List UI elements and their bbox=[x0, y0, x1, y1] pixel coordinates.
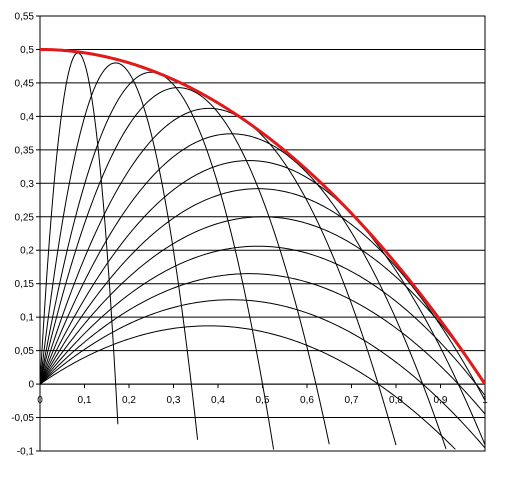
y-tick-label: 0,25 bbox=[15, 212, 35, 223]
y-tick-label: 0,5 bbox=[20, 45, 34, 56]
y-tick-label: 0,45 bbox=[15, 78, 35, 89]
y-tick-label: 0,3 bbox=[20, 179, 34, 190]
trajectory-line bbox=[39, 107, 397, 446]
y-tick-label: 0,55 bbox=[15, 12, 35, 23]
y-tick-label: 0,1 bbox=[20, 313, 34, 324]
plot-area bbox=[39, 15, 486, 452]
trajectory-line bbox=[39, 245, 486, 396]
trajectory-line bbox=[39, 216, 486, 385]
trajectory-line bbox=[39, 188, 486, 401]
y-tick-label: 0 bbox=[28, 380, 34, 391]
y-tick-label: -0,05 bbox=[11, 413, 34, 424]
x-tick-label: 0,7 bbox=[345, 395, 359, 406]
x-tick-label: 0,2 bbox=[122, 395, 136, 406]
envelope-line bbox=[39, 47, 487, 385]
trajectory-line bbox=[39, 87, 330, 445]
trajectory-line bbox=[39, 325, 456, 450]
y-tick-label: 0,15 bbox=[15, 279, 35, 290]
trajectory-line bbox=[39, 273, 486, 415]
trajectory-line bbox=[39, 160, 486, 445]
x-tick-label: 0,3 bbox=[167, 395, 181, 406]
y-tick-label: 0,05 bbox=[15, 346, 35, 357]
x-tick-label: 0,4 bbox=[211, 395, 225, 406]
trajectory-line bbox=[39, 62, 199, 440]
trajectory-line bbox=[39, 133, 447, 450]
x-tick-label: 0,5 bbox=[256, 395, 270, 406]
x-tick-label: 1 bbox=[482, 395, 488, 406]
x-tick-label: 0 bbox=[37, 395, 43, 406]
y-tick-label: -0,1 bbox=[17, 447, 35, 458]
x-tick-label: 0,8 bbox=[389, 395, 403, 406]
y-tick-label: 0,4 bbox=[20, 112, 34, 123]
x-tick-label: 0,1 bbox=[78, 395, 92, 406]
x-tick-label: 0,6 bbox=[300, 395, 314, 406]
y-tick-label: 0,35 bbox=[15, 145, 35, 156]
y-tick-label: 0,2 bbox=[20, 246, 34, 257]
trajectory-line bbox=[39, 299, 486, 449]
